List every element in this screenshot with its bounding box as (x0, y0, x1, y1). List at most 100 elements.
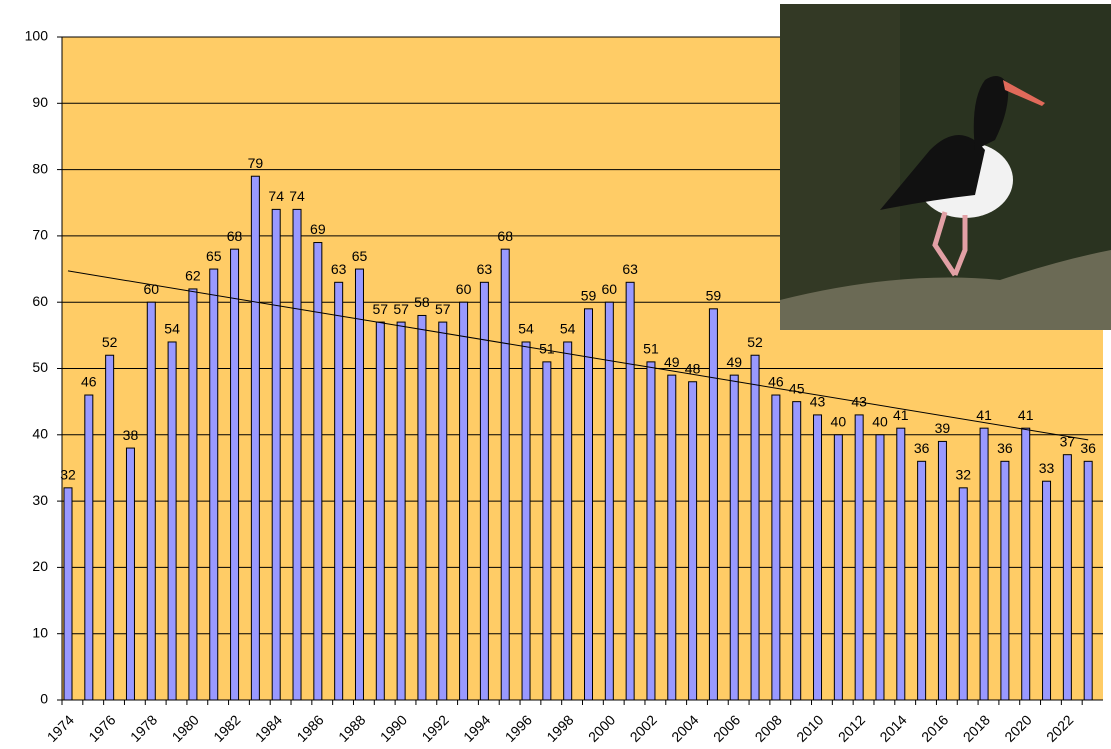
data-label: 63 (331, 261, 347, 277)
bar (1042, 480, 1052, 701)
bar (167, 341, 177, 701)
y-tick-label: 90 (32, 94, 48, 110)
data-label: 60 (602, 281, 618, 297)
bar (292, 208, 302, 701)
x-tick-label: 2014 (876, 712, 909, 745)
y-tick-label: 80 (32, 160, 48, 176)
bar (209, 268, 219, 701)
x-tick-label: 2002 (627, 712, 660, 745)
data-label: 58 (414, 294, 430, 310)
x-tick-label: 1984 (252, 712, 285, 745)
data-label: 59 (706, 288, 722, 304)
data-label: 51 (539, 341, 555, 357)
data-label: 41 (893, 407, 909, 423)
bar (646, 361, 656, 701)
data-label: 33 (1039, 460, 1055, 476)
bar (396, 321, 406, 701)
bar (313, 242, 323, 701)
bar (979, 427, 989, 701)
data-label: 36 (914, 440, 930, 456)
y-tick-label: 10 (32, 624, 48, 640)
bar (479, 281, 489, 701)
data-label: 57 (435, 301, 451, 317)
trend-line (67, 270, 1089, 441)
bar (250, 175, 260, 701)
x-tick-label: 2020 (1001, 712, 1034, 745)
bar (584, 308, 593, 701)
bar (521, 341, 531, 701)
data-label: 32 (60, 467, 76, 483)
x-tick-label: 2018 (960, 712, 993, 745)
data-label: 57 (373, 301, 389, 317)
data-label: 68 (227, 228, 243, 244)
bar (125, 447, 135, 701)
bar (625, 281, 635, 701)
bar (500, 248, 510, 701)
x-tick-label: 2010 (793, 712, 826, 745)
bar (958, 487, 968, 701)
bar (667, 374, 677, 701)
y-tick-label: 40 (32, 426, 48, 442)
data-label: 45 (789, 380, 805, 396)
data-label: 52 (747, 334, 763, 350)
data-label: 79 (248, 155, 264, 171)
x-tick-label: 1974 (44, 712, 77, 745)
x-tick-label: 2004 (668, 712, 701, 745)
bar (688, 381, 698, 701)
data-label: 48 (685, 360, 701, 376)
bar (334, 281, 344, 701)
y-tick-label: 70 (32, 227, 48, 243)
bar (417, 314, 427, 701)
x-tick-label: 1998 (543, 712, 576, 745)
y-tick-label: 0 (40, 691, 48, 707)
bar (1062, 454, 1072, 701)
bar (105, 354, 115, 701)
bar (230, 248, 240, 701)
bar (63, 487, 73, 701)
data-label: 65 (206, 248, 222, 264)
data-label: 41 (1018, 407, 1034, 423)
x-tick-label: 1980 (169, 712, 202, 745)
x-tick-label: 1988 (335, 712, 368, 745)
data-label: 54 (518, 321, 534, 337)
x-tick-label: 1986 (293, 712, 326, 745)
bar (813, 414, 823, 701)
data-label: 63 (477, 261, 493, 277)
x-tick-label: 1978 (127, 712, 160, 745)
data-label: 60 (456, 281, 472, 297)
x-tick-label: 1982 (210, 712, 243, 745)
data-label: 40 (831, 414, 847, 430)
x-tick-label: 1994 (460, 712, 493, 745)
data-label: 57 (393, 301, 409, 317)
x-tick-label: 2012 (835, 712, 868, 745)
x-tick-label: 1976 (85, 712, 118, 745)
x-tick-label: 2016 (918, 712, 951, 745)
x-tick-label: 1992 (418, 712, 451, 745)
data-label: 39 (935, 420, 951, 436)
data-label: 41 (976, 407, 992, 423)
data-label: 52 (102, 334, 118, 350)
y-tick-label: 50 (32, 359, 48, 375)
bar (271, 208, 281, 701)
bar (1083, 460, 1093, 701)
y-tick-label: 60 (32, 293, 48, 309)
data-label: 46 (81, 374, 97, 390)
data-label: 54 (560, 321, 576, 337)
data-label: 54 (164, 321, 180, 337)
y-tick-label: 100 (25, 28, 49, 44)
data-label: 65 (352, 248, 368, 264)
bar (563, 341, 573, 701)
x-tick-label: 2006 (710, 712, 743, 745)
bar (750, 354, 760, 701)
bar (84, 394, 94, 701)
data-label: 74 (289, 188, 305, 204)
data-label: 49 (726, 354, 742, 370)
bar (896, 427, 906, 701)
y-tick-label: 20 (32, 558, 48, 574)
data-label: 49 (664, 354, 680, 370)
data-label: 68 (497, 228, 513, 244)
data-label: 59 (581, 288, 597, 304)
bar (1000, 460, 1010, 701)
data-label: 36 (997, 440, 1013, 456)
photo (780, 4, 1111, 330)
